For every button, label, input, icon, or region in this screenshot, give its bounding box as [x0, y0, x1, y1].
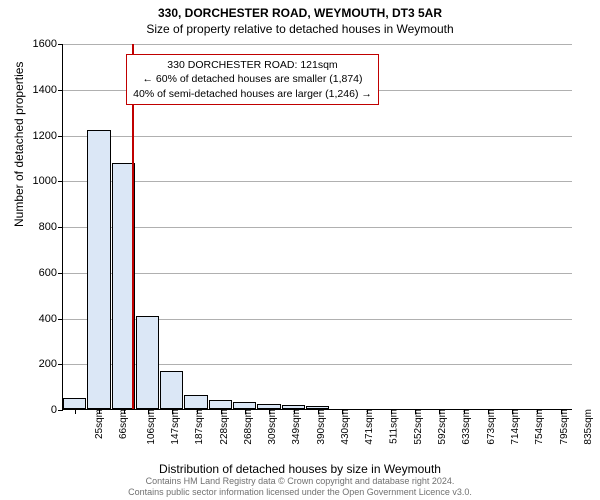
xtick-label: 471sqm	[362, 409, 375, 445]
histogram-bar	[87, 130, 110, 409]
xtick-label: 390sqm	[313, 409, 326, 445]
histogram-bar	[63, 398, 86, 409]
xtick-mark	[172, 409, 173, 414]
xtick-label: 592sqm	[435, 409, 448, 445]
ytick-label: 0	[51, 404, 63, 416]
xtick-label: 147sqm	[168, 409, 181, 445]
ytick-label: 1600	[33, 38, 63, 50]
annotation-line: 330 DORCHESTER ROAD: 121sqm	[133, 58, 372, 72]
ytick-label: 200	[39, 358, 63, 370]
xtick-mark	[75, 409, 76, 414]
gridline	[63, 44, 572, 45]
annotation-line: ← 60% of detached houses are smaller (1,…	[133, 72, 372, 86]
xtick-label: 187sqm	[192, 409, 205, 445]
xtick-label: 106sqm	[143, 409, 156, 445]
xtick-label: 228sqm	[216, 409, 229, 445]
xtick-mark	[197, 409, 198, 414]
ytick-label: 1000	[33, 175, 63, 187]
xtick-mark	[269, 409, 270, 414]
xtick-mark	[221, 409, 222, 414]
histogram-bar	[160, 371, 183, 409]
xtick-mark	[464, 409, 465, 414]
xtick-label: 430sqm	[338, 409, 351, 445]
xtick-label: 714sqm	[508, 409, 521, 445]
xtick-label: 511sqm	[386, 409, 399, 444]
histogram-bar	[209, 400, 232, 409]
ytick-label: 1200	[33, 130, 63, 142]
gridline	[63, 181, 572, 182]
chart-area: 0200400600800100012001400160025sqm66sqm1…	[62, 44, 572, 410]
y-axis-label: Number of detached properties	[12, 62, 26, 227]
xtick-label: 795sqm	[556, 409, 569, 445]
xtick-mark	[294, 409, 295, 414]
xtick-mark	[99, 409, 100, 414]
xtick-mark	[561, 409, 562, 414]
xtick-label: 633sqm	[459, 409, 472, 445]
chart-subtitle: Size of property relative to detached ho…	[0, 22, 600, 36]
ytick-label: 1400	[33, 84, 63, 96]
xtick-mark	[391, 409, 392, 414]
xtick-mark	[537, 409, 538, 414]
xtick-mark	[439, 409, 440, 414]
xtick-label: 268sqm	[241, 409, 254, 445]
xtick-mark	[318, 409, 319, 414]
xtick-label: 552sqm	[411, 409, 424, 445]
x-axis-label: Distribution of detached houses by size …	[0, 462, 600, 476]
histogram-bar	[184, 395, 207, 409]
annotation-line: 40% of semi-detached houses are larger (…	[133, 87, 372, 101]
xtick-label: 349sqm	[289, 409, 302, 445]
gridline	[63, 227, 572, 228]
gridline	[63, 136, 572, 137]
xtick-mark	[488, 409, 489, 414]
ytick-label: 400	[39, 313, 63, 325]
attribution-line: Contains public sector information licen…	[0, 487, 600, 498]
attribution-footer: Contains HM Land Registry data © Crown c…	[0, 476, 600, 498]
gridline	[63, 273, 572, 274]
address-title: 330, DORCHESTER ROAD, WEYMOUTH, DT3 5AR	[0, 6, 600, 20]
xtick-label: 673sqm	[483, 409, 496, 445]
xtick-mark	[148, 409, 149, 414]
ytick-label: 800	[39, 221, 63, 233]
xtick-label: 754sqm	[532, 409, 545, 445]
xtick-mark	[367, 409, 368, 414]
annotation-box: 330 DORCHESTER ROAD: 121sqm← 60% of deta…	[126, 54, 379, 105]
plot-area: 0200400600800100012001400160025sqm66sqm1…	[62, 44, 572, 410]
xtick-label: 835sqm	[581, 409, 594, 445]
xtick-mark	[512, 409, 513, 414]
histogram-bar	[136, 316, 159, 409]
histogram-bar	[233, 402, 256, 409]
xtick-mark	[415, 409, 416, 414]
xtick-mark	[342, 409, 343, 414]
attribution-line: Contains HM Land Registry data © Crown c…	[0, 476, 600, 487]
xtick-mark	[124, 409, 125, 414]
xtick-mark	[245, 409, 246, 414]
xtick-label: 309sqm	[265, 409, 278, 445]
ytick-label: 600	[39, 267, 63, 279]
